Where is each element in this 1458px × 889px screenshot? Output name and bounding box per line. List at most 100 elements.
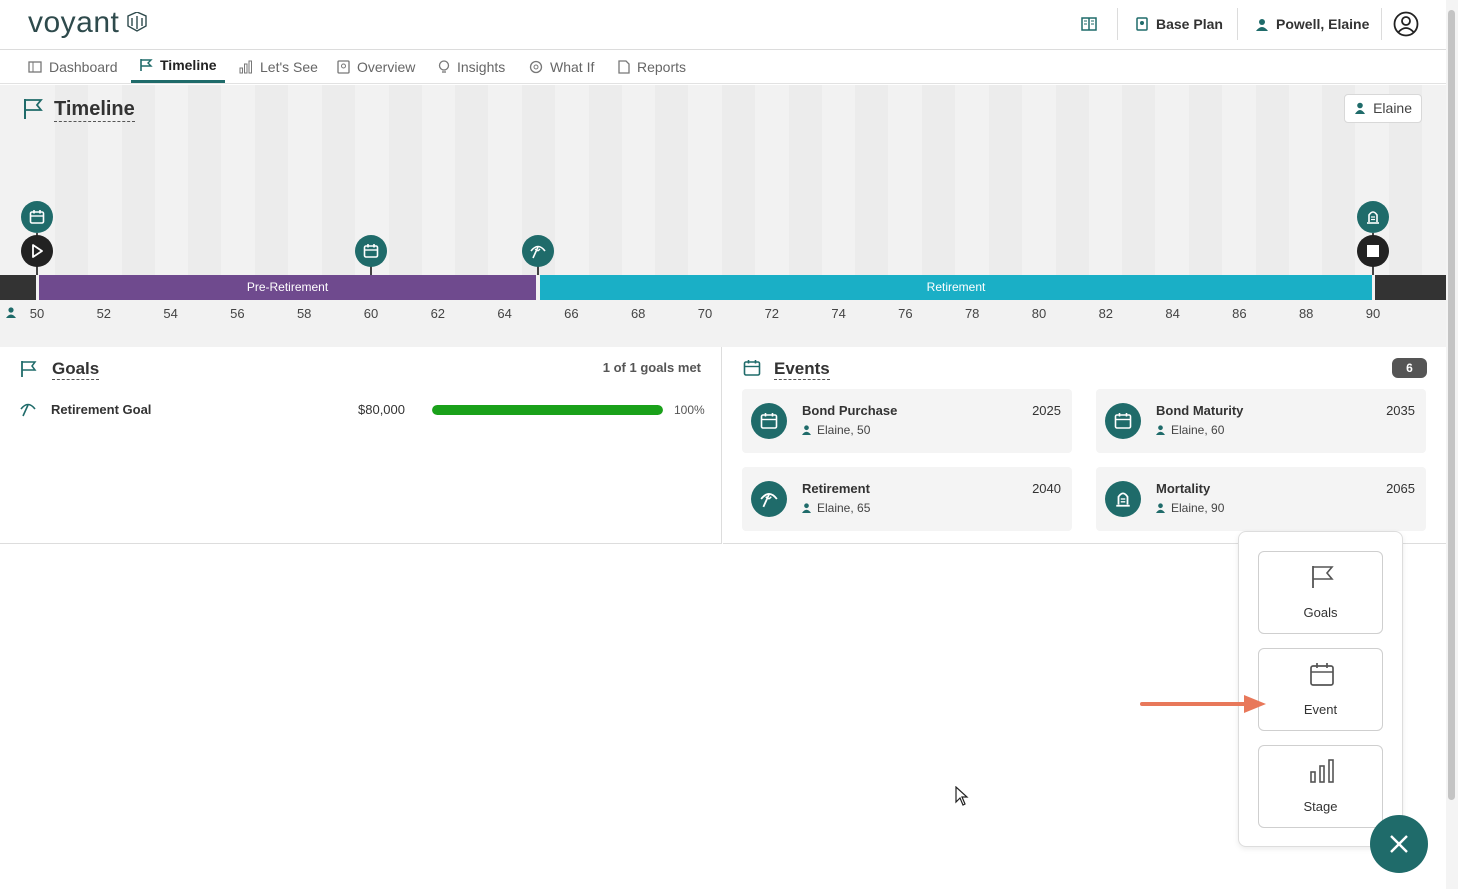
plan-icon: [1136, 17, 1148, 31]
tab-timeline[interactable]: Timeline: [131, 50, 225, 83]
flag-icon: [140, 59, 153, 71]
page-scrollbar[interactable]: [1446, 0, 1458, 889]
report-icon: [618, 59, 630, 74]
add-goal-button[interactable]: Goals: [1258, 551, 1383, 634]
timeline-stripe: [788, 85, 822, 275]
goal-amount: $80,000: [358, 402, 405, 417]
goals-panel: Goals 1 of 1 goals met Retirement Goal $…: [0, 347, 722, 544]
timeline-start-marker[interactable]: [21, 235, 53, 267]
tab-lets-see[interactable]: Let's See: [231, 50, 326, 83]
header-divider: [1237, 8, 1238, 40]
person-icon: [1256, 18, 1268, 31]
age-tick-label: 78: [964, 306, 980, 321]
umbrella-icon: [751, 481, 787, 517]
add-stage-button[interactable]: Stage: [1258, 745, 1383, 828]
tab-label: Insights: [457, 58, 506, 75]
person-filter-chip[interactable]: Elaine: [1344, 94, 1422, 123]
stage-bar-pre-retirement[interactable]: Pre-Retirement: [39, 275, 536, 300]
event-year: 2040: [1032, 481, 1061, 496]
whatif-icon: [529, 60, 543, 73]
umbrella-icon: [530, 245, 546, 259]
timeline-stripe: [588, 85, 622, 275]
header-divider: [1117, 8, 1118, 40]
age-tick-label: 68: [630, 306, 646, 321]
goals-title[interactable]: Goals: [52, 359, 100, 380]
main-nav: Dashboard Timeline Let's See Overview In…: [0, 50, 1446, 84]
tab-reports[interactable]: Reports: [610, 50, 694, 83]
event-person: Elaine, 65: [802, 501, 870, 515]
base-plan-button[interactable]: Base Plan: [1136, 0, 1223, 48]
tab-label: Reports: [637, 58, 687, 75]
tab-overview[interactable]: Overview: [329, 50, 423, 83]
timeline-stripe: [922, 85, 956, 275]
age-tick-label: 54: [163, 306, 178, 321]
timeline-title[interactable]: Timeline: [54, 98, 135, 122]
book-icon: [1081, 17, 1097, 31]
play-icon: [32, 244, 43, 258]
stage-bar-retirement[interactable]: Retirement: [540, 275, 1372, 300]
voyant-logo[interactable]: voyant: [28, 6, 120, 39]
calendar-icon: [751, 403, 787, 439]
age-tick-label: 66: [564, 306, 579, 321]
tab-label: What If: [550, 58, 595, 75]
mouse-cursor-icon: [955, 786, 969, 806]
timeline-end-marker[interactable]: [1357, 235, 1389, 267]
timeline-stripe: [1055, 85, 1089, 275]
event-year: 2025: [1032, 403, 1061, 418]
age-tick-label: 76: [898, 306, 913, 321]
age-tick-label: 80: [1031, 306, 1047, 321]
calendar-icon: [1310, 663, 1334, 686]
event-card[interactable]: Bond Maturity 2035 Elaine, 60: [1096, 389, 1426, 453]
age-tick-label: 64: [497, 306, 512, 321]
tab-insights[interactable]: Insights: [430, 50, 513, 83]
timeline-event-marker[interactable]: [21, 201, 53, 233]
timeline-stripe: [188, 85, 222, 275]
lightbulb-icon: [438, 59, 450, 73]
person-icon: [1156, 425, 1165, 435]
person-icon: [1156, 503, 1165, 513]
close-icon: [1390, 835, 1408, 853]
calendar-icon: [1105, 403, 1141, 439]
timeline-stripe: [1122, 85, 1156, 275]
event-card[interactable]: Mortality 2065 Elaine, 90: [1096, 467, 1426, 531]
stop-icon: [1367, 245, 1379, 257]
umbrella-icon: [20, 403, 36, 417]
bar-chart-icon: [239, 60, 252, 73]
timeline-event-marker[interactable]: [355, 235, 387, 267]
client-selector[interactable]: Powell, Elaine: [1256, 0, 1369, 48]
timeline-stripe: [388, 85, 422, 275]
timeline-stripe: [1255, 85, 1289, 275]
goal-name: Retirement Goal: [51, 402, 152, 417]
timeline-retirement-marker[interactable]: [522, 235, 554, 267]
app-header: voyant Base Plan Powell, Elaine: [0, 0, 1446, 50]
event-card[interactable]: Retirement 2040 Elaine, 65: [742, 467, 1072, 531]
event-person-label: Elaine, 50: [817, 423, 871, 437]
person-icon: [6, 307, 16, 318]
add-event-button[interactable]: Event: [1258, 648, 1383, 731]
account-button[interactable]: [1393, 0, 1419, 48]
marker-stem: [537, 265, 539, 275]
event-year: 2035: [1386, 403, 1415, 418]
calendar-icon: [29, 210, 45, 224]
add-item-menu: Goals Event Stage: [1238, 531, 1403, 847]
age-tick-label: 84: [1165, 306, 1180, 321]
timeline-mortality-marker[interactable]: [1357, 201, 1389, 233]
book-icon-button[interactable]: [1081, 0, 1097, 48]
add-goal-label: Goals: [1303, 605, 1338, 620]
close-add-menu-button[interactable]: [1370, 815, 1428, 873]
scrollbar-thumb[interactable]: [1448, 10, 1455, 800]
tab-what-if[interactable]: What If: [521, 50, 602, 83]
person-icon: [802, 425, 811, 435]
pre-start-bar: [0, 275, 36, 300]
age-tick-label: 82: [1098, 306, 1114, 321]
timeline-panel: Timeline Elaine Pre-Retirement Retiremen…: [0, 85, 1446, 347]
header-divider: [1381, 8, 1382, 40]
tab-label: Overview: [357, 58, 416, 75]
event-card[interactable]: Bond Purchase 2025 Elaine, 50: [742, 389, 1072, 453]
events-title[interactable]: Events: [774, 359, 830, 380]
flag-icon: [24, 99, 43, 119]
age-tick-label: 74: [831, 306, 846, 321]
goal-progress-bar: [432, 405, 663, 415]
tab-dashboard[interactable]: Dashboard: [20, 50, 126, 83]
age-tick-label: 50: [29, 306, 45, 321]
